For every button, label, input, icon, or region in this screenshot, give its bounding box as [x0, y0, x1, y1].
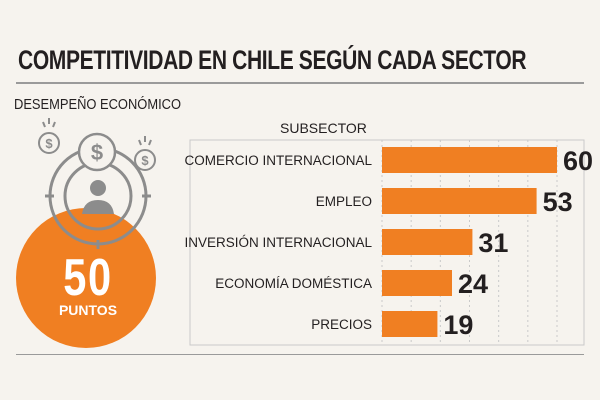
bar: [382, 147, 557, 173]
category-label: EMPLEO: [316, 194, 372, 209]
bottom-divider: [16, 354, 584, 355]
title-divider: [16, 82, 584, 84]
chart-grid: [189, 139, 585, 346]
dollar-coin-icon: $: [38, 118, 60, 154]
svg-text:$: $: [91, 140, 103, 165]
bar: [382, 188, 537, 214]
chart-title: COMPETITIVIDAD EN CHILE SEGÚN CADA SECTO…: [18, 45, 527, 75]
score-badge: [16, 208, 156, 348]
data-label: 31: [478, 228, 508, 258]
score-unit: PUNTOS: [58, 302, 118, 318]
svg-text:$: $: [141, 153, 149, 168]
bar: [382, 311, 438, 337]
score-circle: [16, 208, 156, 348]
section-label: DESEMPEÑO ECONÓMICO: [14, 96, 182, 113]
score-value: 50: [63, 249, 113, 307]
category-label: PRECIOS: [311, 317, 372, 332]
data-label: 60: [563, 146, 593, 176]
chart-frame: [189, 139, 585, 346]
category-label: INVERSIÓN INTERNACIONAL: [184, 235, 372, 250]
dollar-coin-icon: $: [134, 136, 156, 171]
dollar-coin-icon: $: [77, 132, 117, 172]
category-label: ECONOMÍA DOMÉSTICA: [215, 276, 372, 291]
bar-series: COMERCIO INTERNACIONAL 60 EMPLEO 53 INVERSIÓ…: [184, 146, 593, 340]
bar: [382, 270, 452, 296]
bar: [382, 229, 473, 255]
data-label: 19: [443, 310, 473, 340]
data-label: 24: [458, 269, 488, 299]
category-label: COMERCIO INTERNACIONAL: [184, 153, 372, 168]
column-header: SUBSECTOR: [280, 120, 367, 136]
svg-text:$: $: [45, 136, 53, 151]
data-label: 53: [543, 187, 573, 217]
